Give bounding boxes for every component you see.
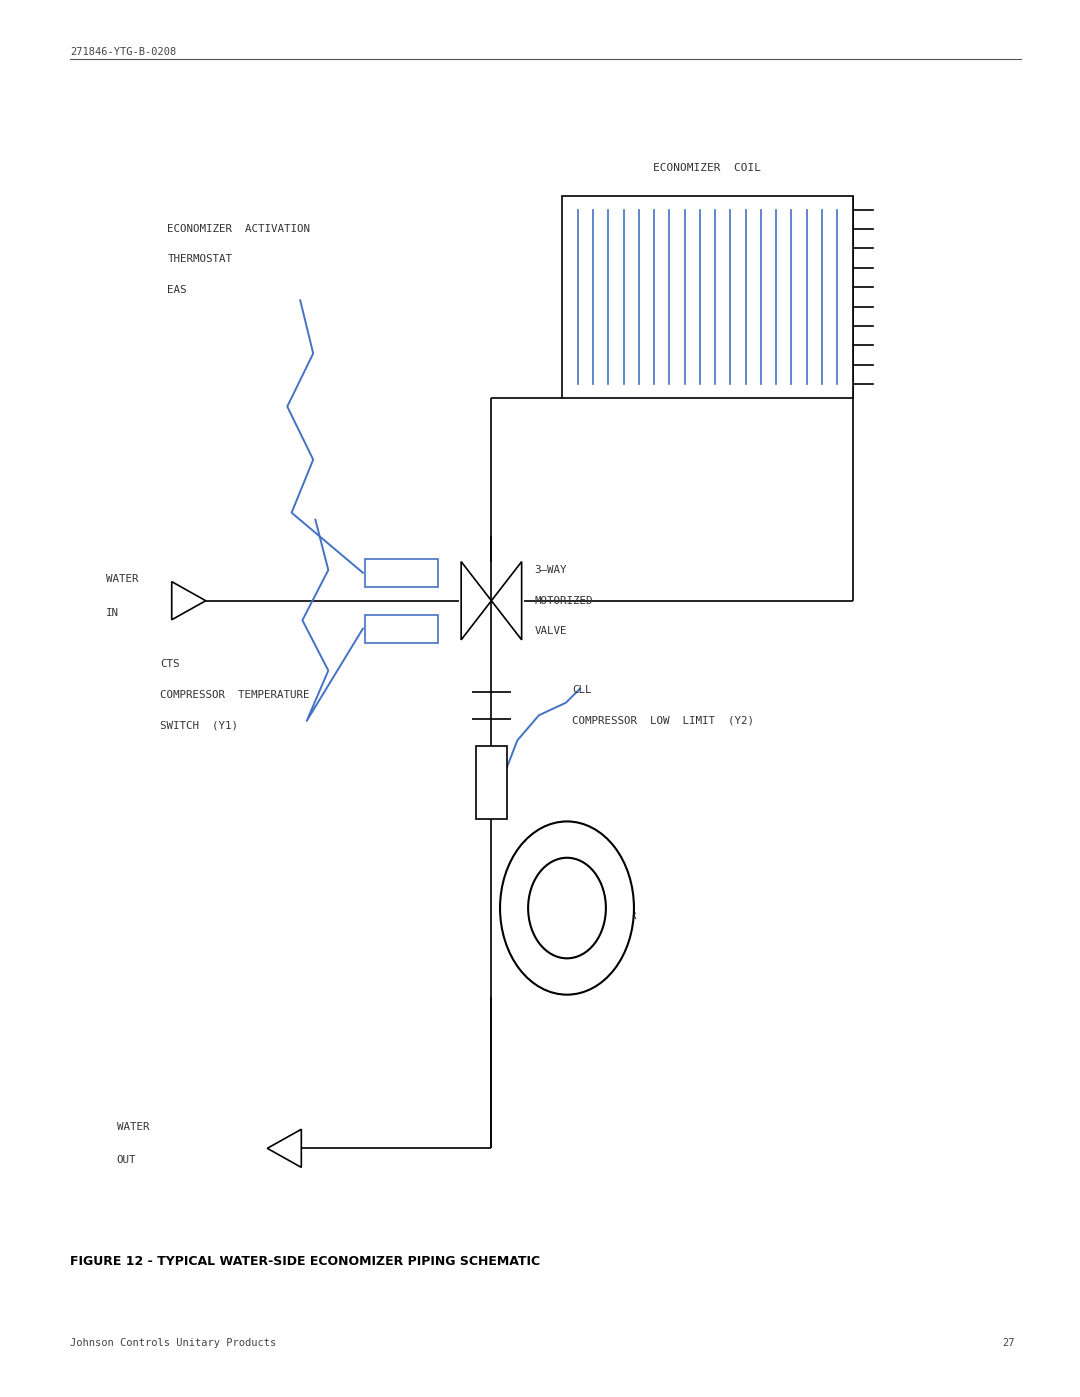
Text: 3–WAY: 3–WAY <box>535 564 567 576</box>
Circle shape <box>528 858 606 958</box>
Bar <box>476 746 507 819</box>
Text: CLL: CLL <box>572 685 592 694</box>
Polygon shape <box>491 562 522 640</box>
Text: FIGURE 12 - TYPICAL WATER-SIDE ECONOMIZER PIPING SCHEMATIC: FIGURE 12 - TYPICAL WATER-SIDE ECONOMIZE… <box>70 1256 540 1268</box>
Circle shape <box>500 821 634 995</box>
Text: ECONOMIZER  ACTIVATION: ECONOMIZER ACTIVATION <box>167 224 310 233</box>
Text: CTS: CTS <box>160 659 179 669</box>
Text: WATER: WATER <box>106 574 138 584</box>
Bar <box>365 615 438 643</box>
Text: IN: IN <box>106 608 119 617</box>
Text: WATER: WATER <box>117 1122 149 1132</box>
Text: Johnson Controls Unitary Products: Johnson Controls Unitary Products <box>70 1338 276 1348</box>
Polygon shape <box>461 562 491 640</box>
Text: CONDENSER: CONDENSER <box>578 911 636 921</box>
Text: OUT: OUT <box>117 1155 136 1165</box>
Polygon shape <box>172 581 205 620</box>
Text: 271846-YTG-B-0208: 271846-YTG-B-0208 <box>70 47 176 57</box>
Bar <box>562 196 853 398</box>
Text: 27: 27 <box>1002 1338 1015 1348</box>
Text: EAS: EAS <box>167 285 187 295</box>
Text: SWITCH  (Y1): SWITCH (Y1) <box>160 721 238 731</box>
Polygon shape <box>268 1129 301 1168</box>
Text: MOTORIZED: MOTORIZED <box>535 595 593 606</box>
Text: COMPRESSOR  LOW  LIMIT  (Y2): COMPRESSOR LOW LIMIT (Y2) <box>572 715 755 725</box>
Text: COMPRESSOR  TEMPERATURE: COMPRESSOR TEMPERATURE <box>160 690 309 700</box>
Text: VALVE: VALVE <box>535 626 567 637</box>
Text: THERMOSTAT: THERMOSTAT <box>167 254 232 264</box>
Text: COAXIAL: COAXIAL <box>578 877 623 887</box>
Bar <box>365 559 438 587</box>
Text: ECONOMIZER  COIL: ECONOMIZER COIL <box>653 163 761 173</box>
